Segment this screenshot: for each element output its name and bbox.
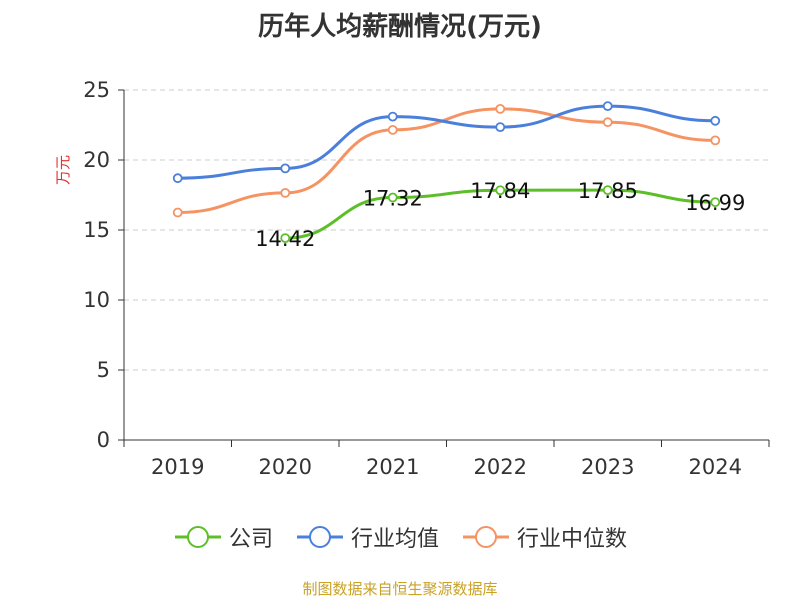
series-2-point-2019 bbox=[172, 207, 183, 218]
x-tick-label-2020: 2020 bbox=[259, 455, 312, 479]
series-2-point-2024 bbox=[710, 135, 721, 146]
x-tick-label-2022: 2022 bbox=[474, 455, 527, 479]
x-tick-label-2021: 2021 bbox=[366, 455, 419, 479]
data-label-2021: 17.32 bbox=[363, 187, 423, 211]
y-axis-title: 万元 bbox=[54, 155, 72, 185]
data-label-2023: 17.85 bbox=[578, 179, 638, 203]
data-label-2020: 14.42 bbox=[255, 227, 315, 251]
legend-swatch-icon bbox=[463, 526, 509, 548]
legend-label: 行业中位数 bbox=[517, 527, 628, 552]
x-tick-label-2023: 2023 bbox=[581, 455, 634, 479]
series-1-point-2020 bbox=[280, 163, 291, 174]
series-2-point-2023 bbox=[602, 117, 613, 128]
x-tick-label-2019: 2019 bbox=[151, 455, 204, 479]
series-0-point-2023 bbox=[602, 185, 613, 196]
legend-item-1[interactable]: 行业均值 bbox=[295, 521, 439, 553]
series-line-2 bbox=[177, 107, 716, 214]
series-1-point-2021 bbox=[387, 111, 398, 122]
series-0-point-2020 bbox=[280, 233, 291, 244]
legend: 公司 行业均值 行业中位数 bbox=[0, 520, 800, 554]
series-0-point-2022 bbox=[495, 185, 506, 196]
chart-title: 历年人均薪酬情况(万元) bbox=[258, 12, 542, 42]
legend-item-0[interactable]: 公司 bbox=[173, 521, 273, 553]
series-1-point-2023 bbox=[602, 101, 613, 111]
series-2-point-2021 bbox=[387, 124, 398, 135]
series-1-point-2024 bbox=[710, 115, 721, 126]
legend-swatch-icon bbox=[296, 526, 343, 548]
data-label-2022: 17.84 bbox=[470, 179, 530, 203]
series-0-point-2024 bbox=[710, 197, 721, 208]
data-label-2024: 16.99 bbox=[685, 191, 745, 215]
legend-item-2[interactable]: 行业中位数 bbox=[461, 521, 627, 553]
series-1-point-2022 bbox=[495, 122, 506, 132]
legend-label: 公司 bbox=[228, 527, 273, 552]
legend-swatch-icon bbox=[174, 526, 221, 548]
legend-label: 行业均值 bbox=[350, 527, 439, 552]
series-2-point-2020 bbox=[280, 187, 291, 198]
x-tick-label-2024: 2024 bbox=[689, 455, 742, 479]
y-tick-label-25: 25 bbox=[83, 78, 110, 102]
series-2-point-2022 bbox=[495, 104, 506, 114]
y-tick-label-20: 20 bbox=[83, 148, 110, 172]
y-tick-label-0: 0 bbox=[97, 428, 110, 452]
series-0-point-2021 bbox=[387, 192, 398, 203]
y-tick-label-5: 5 bbox=[97, 358, 110, 382]
series-1-point-2019 bbox=[172, 173, 183, 184]
series-line-1 bbox=[177, 104, 716, 180]
y-tick-label-10: 10 bbox=[83, 288, 110, 312]
source-note: 制图数据来自恒生聚源数据库 bbox=[302, 580, 498, 598]
y-tick-label-15: 15 bbox=[83, 218, 110, 242]
